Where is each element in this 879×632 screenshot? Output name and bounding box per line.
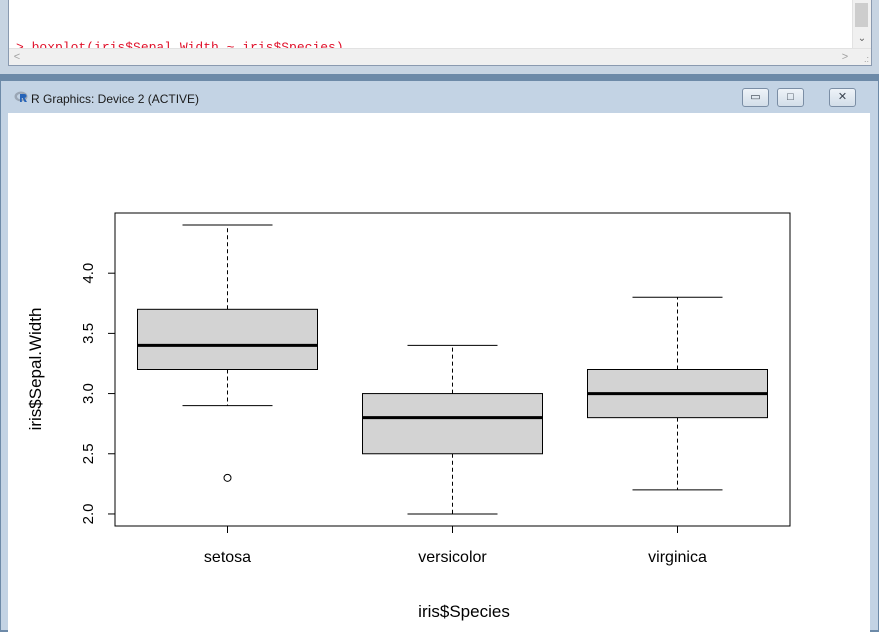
y-axis-label: iris$Sepal.Width bbox=[26, 308, 45, 431]
maximize-button[interactable]: □ bbox=[777, 88, 804, 107]
outlier-point bbox=[223, 473, 232, 482]
box-setosa bbox=[137, 224, 318, 482]
box-versicolor bbox=[362, 344, 543, 515]
minimize-button[interactable]: ▭ bbox=[742, 88, 769, 107]
x-tick-label: versicolor bbox=[418, 549, 487, 566]
y-tick-label: 4.0 bbox=[80, 263, 97, 284]
iqr-box bbox=[137, 308, 318, 370]
scroll-left-icon[interactable]: < bbox=[13, 51, 21, 63]
minimize-icon: ▭ bbox=[750, 91, 761, 103]
y-tick-label: 3.5 bbox=[80, 323, 97, 344]
x-tick-label: virginica bbox=[648, 549, 707, 566]
window-title: R Graphics: Device 2 (ACTIVE) bbox=[31, 92, 200, 106]
maximize-icon: □ bbox=[787, 91, 794, 103]
close-button[interactable]: ✕ bbox=[829, 88, 856, 107]
y-tick-label: 3.0 bbox=[80, 383, 97, 404]
console-vertical-scrollbar[interactable]: ⌄ bbox=[852, 0, 871, 50]
r-logo-icon bbox=[14, 91, 28, 102]
console-output[interactable]: > boxplot(iris$Sepal.Width ~ iris$Specie… bbox=[8, 0, 872, 112]
plot-canvas: 2.0 2.5 3.0 3.5 4.0 setosa versicolor virginic… bbox=[8, 113, 870, 632]
y-tick-label: 2.0 bbox=[80, 504, 97, 525]
x-tick-label: setosa bbox=[204, 549, 251, 566]
resize-grip-icon[interactable]: .: bbox=[863, 54, 869, 64]
window-titlebar[interactable]: R Graphics: Device 2 (ACTIVE) ▭ □ ✕ bbox=[1, 81, 878, 111]
y-tick-label: 2.5 bbox=[80, 443, 97, 464]
x-axis-label: iris$Species bbox=[418, 602, 510, 621]
box-virginica bbox=[587, 296, 768, 491]
console-text: > boxplot(iris$Sepal.Width ~ iris$Specie… bbox=[16, 0, 846, 112]
close-icon: ✕ bbox=[837, 91, 848, 103]
r-console-window: > boxplot(iris$Sepal.Width ~ iris$Specie… bbox=[0, 0, 879, 112]
scroll-right-icon[interactable]: > bbox=[841, 51, 849, 63]
boxplot-chart: 2.0 2.5 3.0 3.5 4.0 setosa versicolor virginic… bbox=[26, 212, 791, 621]
console-horizontal-scrollbar[interactable]: < > .: bbox=[9, 48, 871, 65]
scroll-down-icon[interactable]: ⌄ bbox=[857, 33, 867, 44]
iqr-box bbox=[362, 393, 543, 455]
scrollbar-thumb[interactable] bbox=[855, 3, 868, 27]
graphics-device-window: R Graphics: Device 2 (ACTIVE) ▭ □ ✕ 2.0 2… bbox=[0, 80, 879, 632]
